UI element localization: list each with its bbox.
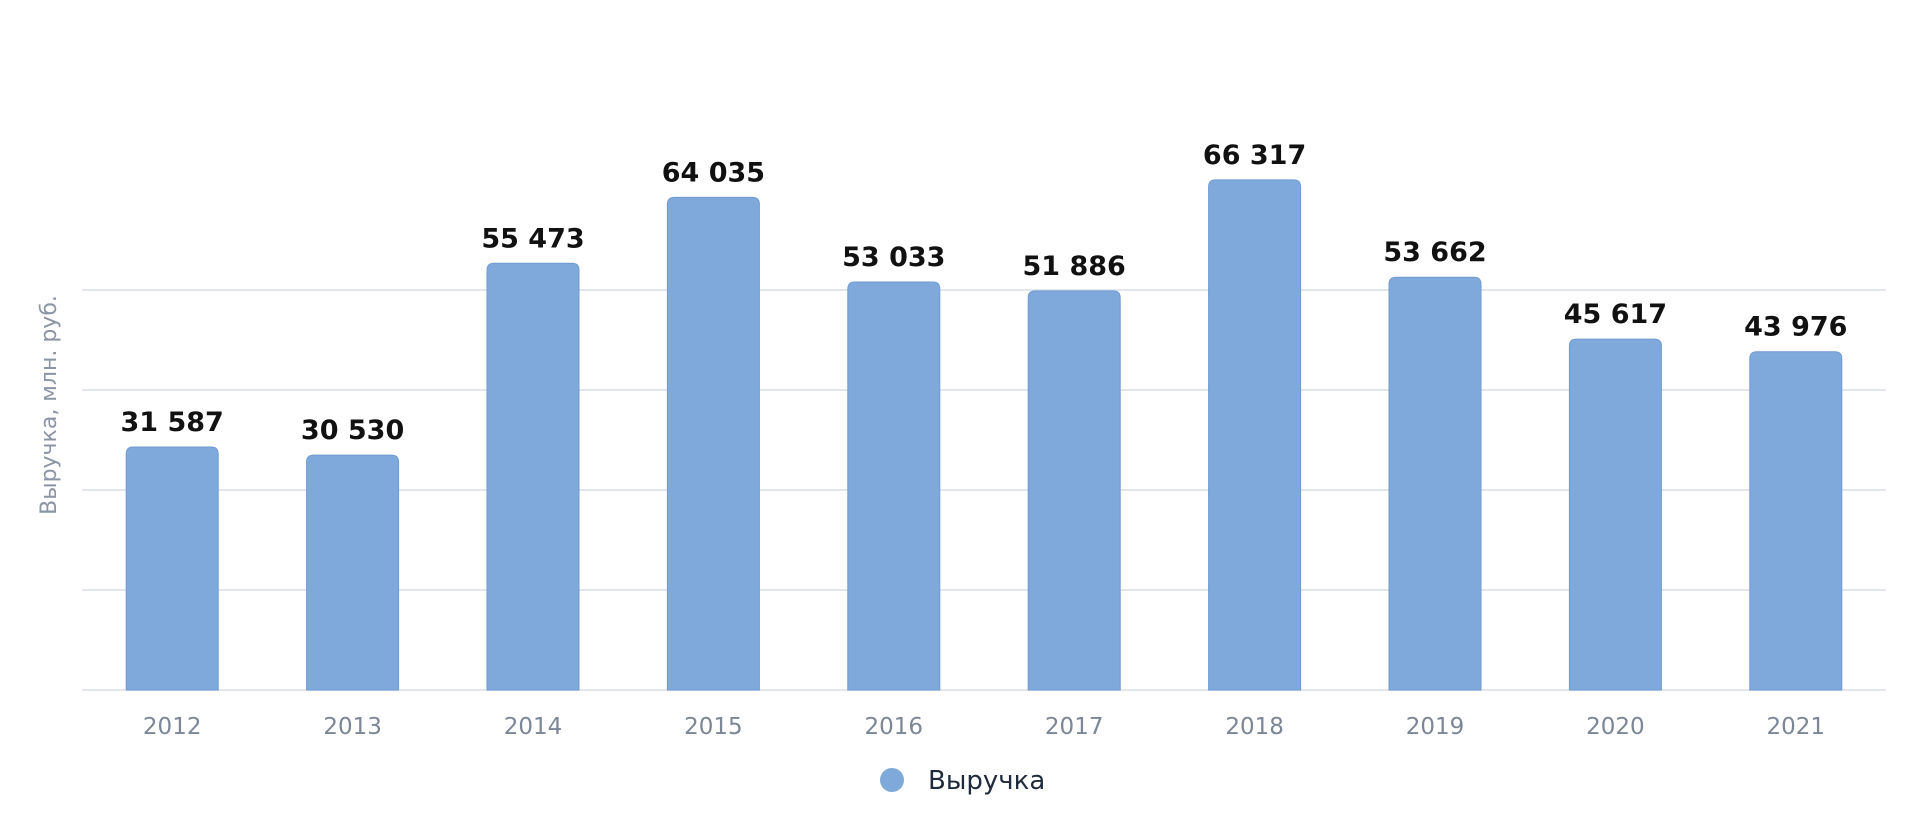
x-tick-2013: 2013 — [323, 714, 382, 740]
x-tick-2015: 2015 — [684, 714, 743, 740]
bar-2020[interactable] — [1568, 338, 1662, 691]
x-axis-ticks: 2012 2013 2014 2015 2016 2017 2018 2019 2020 2021 — [143, 714, 1825, 740]
x-tick-2016: 2016 — [865, 714, 924, 740]
data-label-2016: 53 033 — [842, 242, 945, 273]
data-label-2020: 45 617 — [1564, 299, 1667, 330]
data-label-2015: 64 035 — [662, 157, 765, 188]
bar-2012[interactable] — [125, 446, 219, 691]
data-label-2014: 55 473 — [481, 223, 584, 254]
legend-marker-icon — [880, 768, 904, 792]
bar-2015[interactable] — [666, 196, 760, 691]
data-label-2019: 53 662 — [1383, 237, 1486, 268]
y-axis-label: Выручка, млн. руб. — [37, 295, 62, 515]
bar-2019[interactable] — [1388, 276, 1482, 691]
legend-label-revenue: Выручка — [928, 766, 1045, 796]
data-label-2012: 31 587 — [121, 407, 224, 438]
x-tick-2014: 2014 — [504, 714, 563, 740]
x-tick-2020: 2020 — [1586, 714, 1645, 740]
bar-2018[interactable] — [1208, 179, 1302, 691]
bar-2016[interactable] — [847, 281, 941, 691]
bar-2014[interactable] — [486, 262, 580, 691]
bars — [125, 179, 1843, 691]
x-tick-2019: 2019 — [1406, 714, 1465, 740]
data-label-2018: 66 317 — [1203, 140, 1306, 171]
data-label-2013: 30 530 — [301, 415, 404, 446]
data-label-2017: 51 886 — [1023, 251, 1126, 282]
x-tick-2017: 2017 — [1045, 714, 1104, 740]
x-tick-2021: 2021 — [1767, 714, 1826, 740]
legend[interactable]: Выручка — [880, 766, 1045, 796]
data-label-2021: 43 976 — [1744, 312, 1847, 343]
x-tick-2012: 2012 — [143, 714, 202, 740]
data-labels: 31 587 30 530 55 473 64 035 53 033 51 886 66 3… — [121, 140, 1848, 446]
x-tick-2018: 2018 — [1225, 714, 1284, 740]
bar-2013[interactable] — [306, 454, 400, 691]
bar-2017[interactable] — [1027, 290, 1121, 691]
bar-2021[interactable] — [1749, 351, 1843, 691]
